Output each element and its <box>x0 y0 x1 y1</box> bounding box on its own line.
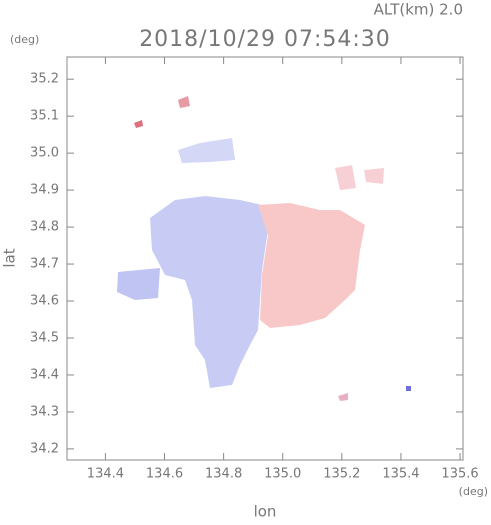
y-tick-label: 35.0 <box>30 146 59 161</box>
y-unit: (deg) <box>10 33 39 46</box>
plot-frame <box>66 56 464 461</box>
y-tick-label: 34.3 <box>30 404 59 419</box>
blue-echo <box>117 268 160 300</box>
x-tick-label: 135.6 <box>441 467 478 482</box>
y-tick-label: 34.7 <box>30 257 59 272</box>
y-tick-label: 35.2 <box>30 72 59 87</box>
y-tick-label: 34.4 <box>30 367 59 382</box>
blue-echo <box>178 138 235 163</box>
altitude-label: ALT(km) 2.0 <box>374 1 463 19</box>
blue-echo <box>406 386 411 391</box>
blue-echo <box>150 196 268 388</box>
red-echo <box>335 165 356 190</box>
x-tick-label: 134.8 <box>205 467 242 482</box>
y-tick-label: 34.8 <box>30 220 59 235</box>
x-tick-label: 135.4 <box>382 467 419 482</box>
y-tick-label: 34.2 <box>30 441 59 456</box>
x-tick-label: 135.0 <box>264 467 301 482</box>
y-tick-label: 34.5 <box>30 330 59 345</box>
x-tick-label: 134.4 <box>87 467 124 482</box>
red-echo <box>338 393 348 401</box>
x-tick-label: 134.6 <box>146 467 183 482</box>
y-tick-label: 35.1 <box>30 109 59 124</box>
red-echo <box>258 203 365 328</box>
chart-title: 2018/10/29 07:54:30 <box>139 27 391 52</box>
red-echo <box>134 120 143 128</box>
red-echo <box>364 168 384 184</box>
x-axis-label: lon <box>254 503 277 521</box>
echo-field <box>117 96 411 401</box>
x-unit: (deg) <box>459 485 488 498</box>
y-axis-label: lat <box>1 248 19 267</box>
y-tick-label: 34.9 <box>30 183 59 198</box>
red-echo <box>178 96 190 108</box>
y-tick-label: 34.6 <box>30 294 59 309</box>
x-tick-label: 135.2 <box>323 467 360 482</box>
